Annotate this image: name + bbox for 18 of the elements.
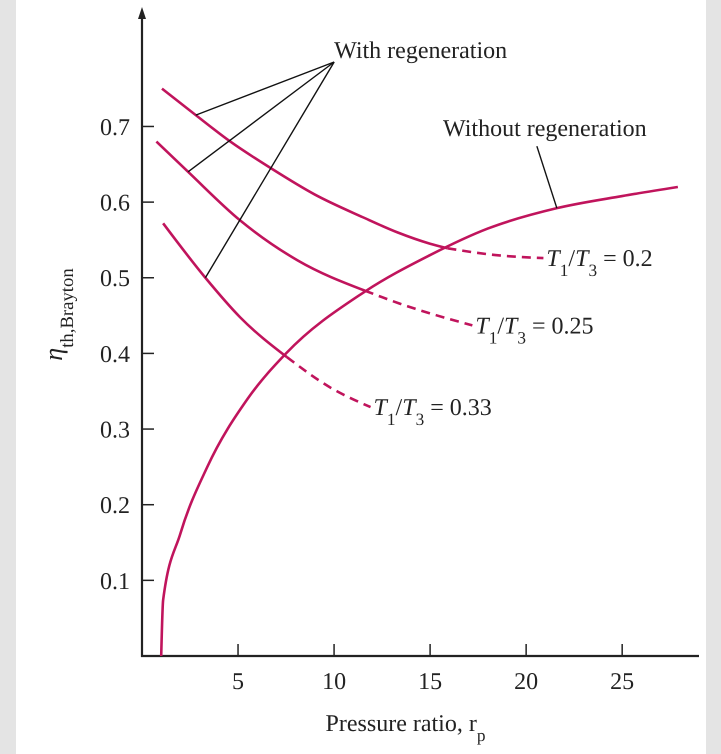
series-label: T$_{1}$/T$_{3}$ = 0.25 [475,313,594,347]
annotation: Without regeneration [443,116,647,142]
x-tick-label: 15 [418,669,442,695]
x-tick-label: 10 [322,669,346,695]
y-tick-label: 0.3 [100,417,130,444]
y-tick-label: 0.5 [100,266,130,292]
series-label: T$_{1}$/T$_{3}$ = 0.2 [546,246,653,280]
y-tick-label: 0.2 [100,493,130,520]
x-tick-label: 20 [514,669,538,695]
x-tick-label: 5 [232,669,244,695]
x-tick-label: 25 [610,669,634,695]
annotation: With regeneration [334,38,508,64]
x-axis-title: Pressure ratio, r$_{p}$ [326,711,486,744]
y-tick-label: 0.4 [100,342,130,368]
series-label: T$_{1}$/T$_{3}$ = 0.33 [374,395,492,429]
y-tick-label: 0.7 [100,114,130,141]
y-tick-label: 0.1 [100,568,130,595]
y-tick-label: 0.6 [100,190,130,217]
